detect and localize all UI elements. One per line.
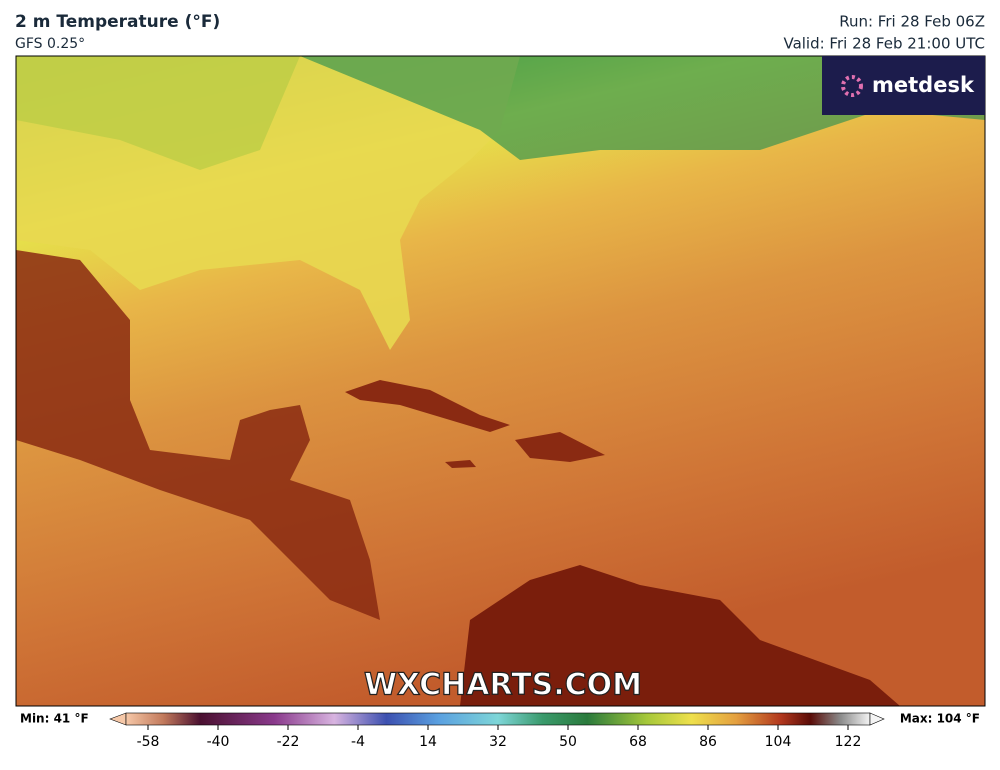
south-america — [460, 565, 900, 706]
tick-label: -40 — [207, 734, 230, 750]
tick-label: 122 — [835, 734, 862, 750]
mexico-central-america — [16, 250, 380, 620]
max-label: Max: 104 °F — [900, 712, 980, 726]
colorbar-high-end — [869, 712, 885, 726]
tick-label: 68 — [629, 734, 647, 750]
tick-label: -58 — [137, 734, 160, 750]
tick-label: 104 — [765, 734, 792, 750]
min-label: Min: 41 °F — [20, 712, 89, 726]
tick-label: -22 — [277, 734, 300, 750]
tick-label: 14 — [419, 734, 437, 750]
tick-label: 86 — [699, 734, 717, 750]
run-time: Run: Fri 28 Feb 06Z — [839, 13, 985, 31]
north-land — [16, 56, 300, 170]
title: 2 m Temperature (°F) — [15, 12, 220, 32]
logo-text: metdesk — [872, 73, 975, 97]
valid-time: Valid: Fri 28 Feb 21:00 UTC — [783, 35, 985, 53]
hispaniola — [515, 432, 605, 462]
subtitle: GFS 0.25° — [15, 36, 85, 52]
colorbar-ticks: -58 -40 -22 -4 14 32 50 68 86 104 122 — [137, 725, 862, 750]
colorbar — [125, 712, 871, 726]
jamaica — [445, 460, 476, 468]
cold-north — [300, 56, 985, 160]
watermark: WXCHARTS.COM — [364, 668, 642, 703]
map-frame — [15, 55, 986, 707]
tick-label: 50 — [559, 734, 577, 750]
logo-icon — [841, 75, 863, 97]
colorbar-low-end — [109, 712, 127, 726]
tick-label: -4 — [351, 734, 365, 750]
cuba — [345, 380, 510, 432]
map — [16, 56, 985, 706]
tick-label: 32 — [489, 734, 507, 750]
logo-box — [822, 56, 985, 115]
